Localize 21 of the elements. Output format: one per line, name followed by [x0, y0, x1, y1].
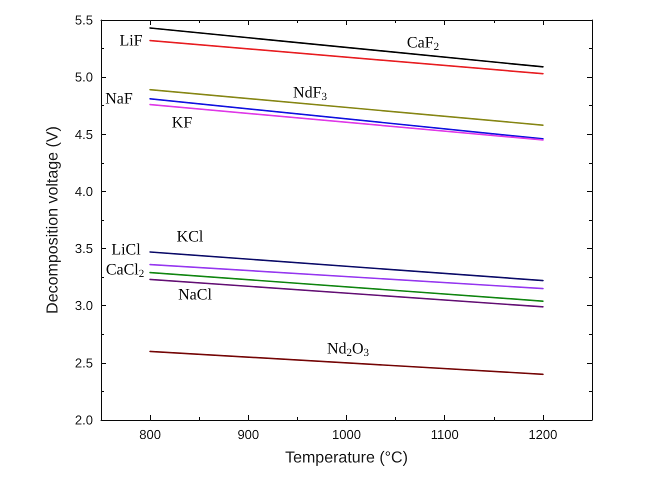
- x-tick-label: 900: [237, 427, 260, 442]
- y-tick-label: 2.0: [74, 412, 93, 428]
- annotation: KCl: [176, 228, 204, 246]
- y-tick-label: 3.5: [74, 241, 93, 256]
- annotation: NaF: [105, 90, 133, 108]
- y-tick-label: 4.5: [74, 126, 93, 142]
- x-tick-label: 1200: [528, 427, 558, 442]
- annotation: LiCl: [111, 242, 142, 258]
- x-axis-title: Temperature (°C): [285, 450, 408, 466]
- annotation: LiF: [119, 32, 143, 50]
- x-tick-label: 800: [139, 427, 161, 442]
- annotation: NaCl: [178, 286, 212, 304]
- y-tick-label: 4.0: [74, 184, 93, 199]
- x-tick-label: 1000: [332, 427, 361, 442]
- y-tick-label: 2.5: [74, 355, 93, 370]
- annotation: KF: [172, 114, 192, 132]
- y-axis-title: Decomposition voltage (V): [44, 126, 62, 314]
- y-tick-label: 3.0: [74, 298, 93, 314]
- y-tick-label: 5.5: [74, 12, 93, 28]
- x-tick-label: 1100: [430, 427, 459, 442]
- y-tick-label: 5.0: [74, 70, 93, 85]
